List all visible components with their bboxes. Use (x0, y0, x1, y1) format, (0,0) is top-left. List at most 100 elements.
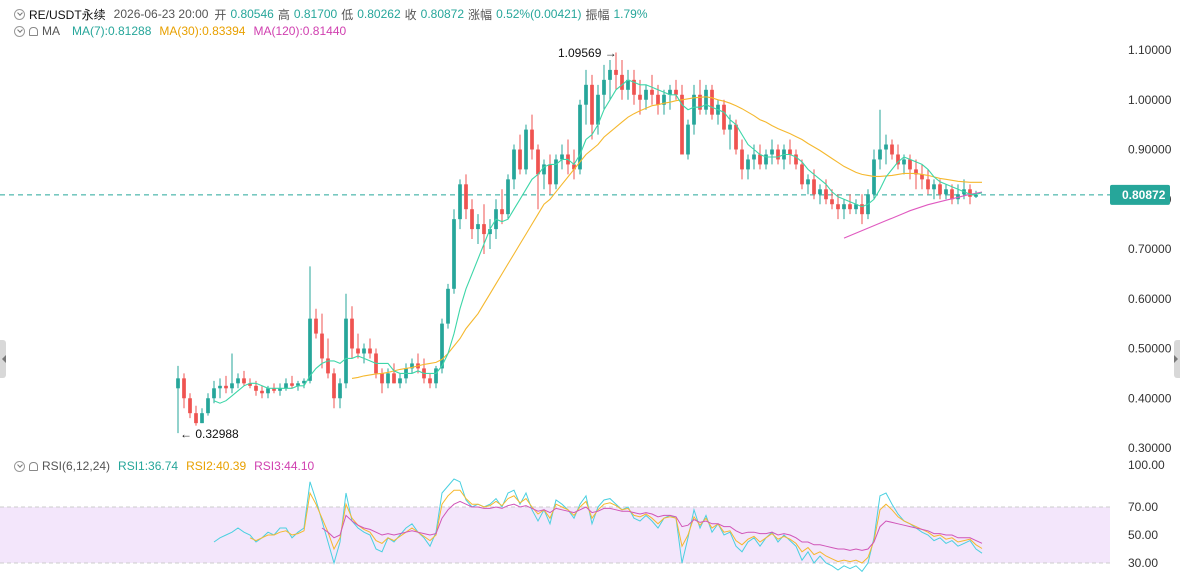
candle-body (944, 189, 948, 195)
candle-body (398, 378, 402, 384)
candle-body (392, 373, 396, 384)
candle-body (350, 318, 354, 349)
candle-body (842, 204, 846, 210)
candle-body (878, 149, 882, 160)
rsi-tick-label: 70.00 (1128, 500, 1158, 514)
candle-body (848, 204, 852, 210)
candle-body (596, 94, 600, 125)
candle-body (440, 323, 444, 369)
candle-body (620, 74, 624, 90)
candle-body (536, 149, 540, 175)
candle-body (380, 373, 384, 384)
candle-body (476, 224, 480, 230)
candle-body (236, 378, 240, 384)
candle-body (728, 124, 732, 130)
open-value: 0.80546 (230, 7, 274, 21)
rsi-tick-label: 50.00 (1128, 528, 1158, 542)
candle-body (818, 189, 822, 195)
candle-body (926, 179, 930, 190)
candle-body (224, 385, 228, 389)
candle-body (788, 149, 792, 155)
amplitude-label: 振幅 (585, 7, 610, 22)
low-label: 低 (341, 7, 354, 22)
candle-body (434, 368, 438, 384)
candle-body (470, 209, 474, 230)
candle-body (488, 229, 492, 235)
ma7-line (213, 79, 983, 404)
candle-body (710, 89, 714, 115)
candle-body (260, 390, 264, 394)
rsi-tick-label: 100.00 (1128, 458, 1165, 472)
close-value: 0.80872 (420, 7, 465, 21)
alert-bell-icon[interactable] (29, 26, 38, 36)
candle-body (560, 154, 564, 160)
candle-body (188, 398, 192, 414)
candle-body (308, 318, 312, 381)
candle-body (338, 383, 342, 399)
rsi-legend: RSI(6,12,24) RSI1:36.74 RSI2:40.39 RSI3:… (14, 458, 318, 474)
candle-body (554, 159, 558, 185)
candle-body (176, 378, 180, 389)
candle-body (812, 179, 816, 195)
candle-body (770, 149, 774, 155)
current-price-tag-label: 0.80872 (1122, 188, 1166, 202)
candle-body (794, 154, 798, 165)
candle-body (218, 385, 222, 389)
price-tick-label: 0.50000 (1128, 342, 1172, 356)
candle-body (506, 179, 510, 215)
candle-body (482, 224, 486, 235)
max-price-marker: 1.09569 → (558, 46, 617, 60)
collapse-chevron-icon[interactable] (14, 460, 25, 472)
candle-body (698, 94, 702, 110)
scroll-left-arrow-icon[interactable] (0, 340, 6, 378)
candle-body (302, 380, 306, 384)
candle-body (464, 184, 468, 210)
collapse-chevron-icon[interactable] (14, 8, 25, 20)
candle-body (746, 159, 750, 170)
candle-body (320, 333, 324, 359)
candle-body (314, 318, 318, 334)
candle-body (854, 204, 858, 210)
rsi-line-3 (321, 500, 983, 551)
candle-body (530, 129, 534, 150)
candle-body (278, 388, 282, 391)
candle-body (572, 164, 576, 170)
candle-body (914, 169, 918, 175)
high-label: 高 (277, 7, 290, 22)
candle-body (704, 89, 708, 110)
candle-body (908, 159, 912, 170)
candle-body (968, 189, 972, 197)
candle-body (632, 79, 636, 95)
ohlc-legend: RE/USDT永续 2026-06-23 20:00 开 0.80546 高 0… (14, 6, 652, 22)
candle-body (650, 89, 654, 95)
min-price-marker: ← 0.32988 (180, 427, 239, 441)
candle-body (326, 358, 330, 374)
price-tick-label: 0.30000 (1128, 441, 1172, 455)
candle-body (902, 159, 906, 165)
candle-body (824, 189, 828, 200)
candle-body (752, 154, 756, 160)
candle-body (830, 199, 834, 205)
ma30-legend: MA(30):0.83394 (159, 24, 246, 38)
candle-body (446, 288, 450, 324)
candle-body (740, 149, 744, 170)
low-value: 0.80262 (357, 7, 401, 21)
alert-bell-icon[interactable] (29, 461, 38, 471)
scroll-right-arrow-icon[interactable] (1174, 340, 1180, 378)
candle-body (932, 184, 936, 190)
candle-body (410, 363, 414, 369)
candle-body (614, 69, 618, 75)
rsi-band (0, 507, 1110, 563)
candle-body (776, 149, 780, 160)
current-price-tag (1110, 184, 1170, 205)
candle-body (896, 154, 900, 165)
candle-body (254, 385, 258, 391)
rsi-title: RSI(6,12,24) (42, 459, 111, 473)
candle-body (764, 154, 768, 165)
collapse-chevron-icon[interactable] (14, 25, 25, 37)
candle-body (542, 164, 546, 175)
ma120-legend: MA(120):0.81440 (253, 24, 347, 38)
high-value: 0.81700 (293, 7, 338, 21)
price-tick-label: 0.70000 (1128, 242, 1172, 256)
